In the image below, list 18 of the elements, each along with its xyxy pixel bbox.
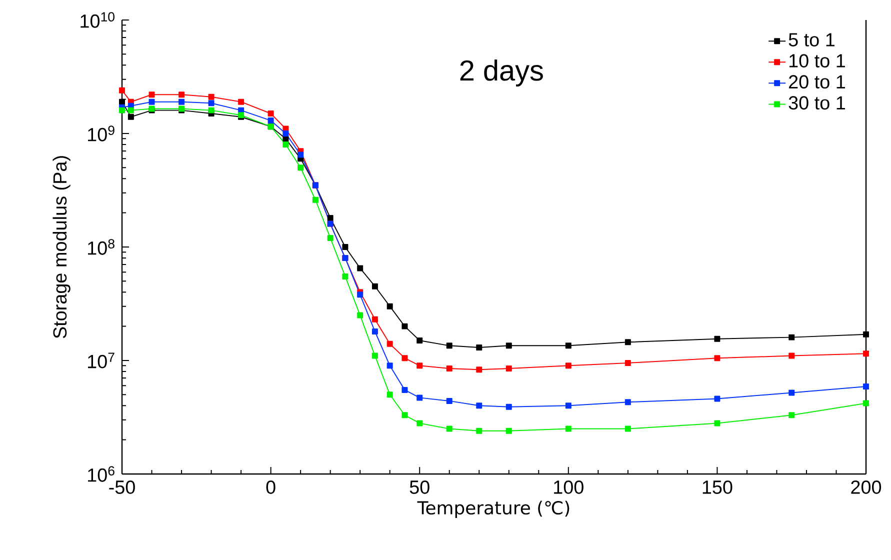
x-tick-label: -50 [109,480,135,494]
legend-label: 20 to 1 [789,75,845,89]
legend-label: 30 to 1 [788,96,845,110]
y-tick-label: 10$^{9}$ [88,126,114,142]
y-tick-label: 10$^{7}$ [88,352,114,368]
x-tick-label: 50 [410,480,430,494]
y-tick-label: 10$^{6}$ [88,466,114,482]
x-tick-label: 100 [554,480,584,494]
x-axis-title: Temperature (℃) [417,500,570,518]
y-tick-label: 10$^{10}$ [80,12,114,28]
legend-label: 10 to 1 [789,54,845,68]
x-tick-label: 0 [266,480,276,494]
x-tick-label: 150 [702,480,732,494]
y-tick-label: 10$^{8}$ [88,239,114,255]
text: 2 days [460,60,543,86]
x-tick-label: 200 [851,480,882,494]
legend-label: 5 to 1 [788,33,834,46]
y-axis-title: Storage modulus (Pa) [52,156,70,338]
